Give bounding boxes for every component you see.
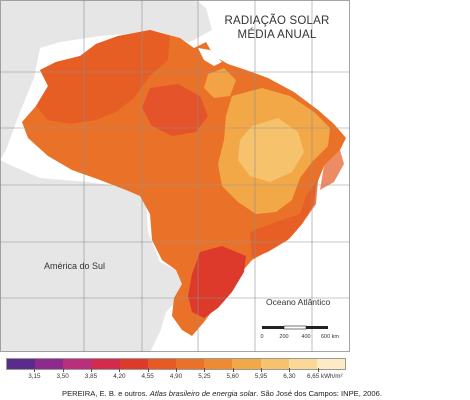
map-title: RADIAÇÃO SOLAR MÉDIA ANUAL: [212, 14, 342, 42]
legend-swatch: [91, 359, 120, 369]
legend-label: 3,85: [84, 373, 98, 380]
map-grid: [0, 0, 350, 352]
map-border: [0, 0, 350, 352]
legend-label: 3,50: [56, 373, 69, 380]
legend-tick: [176, 368, 177, 372]
brazil-southeast-dark: [250, 180, 318, 258]
south-america-land: [0, 0, 212, 352]
scale-label-200: 200: [279, 334, 288, 340]
legend-tick: [232, 368, 234, 372]
map-title-line1: RADIAÇÃO SOLAR: [224, 15, 330, 27]
legend-tick: [204, 368, 206, 372]
legend-label: 6,30: [283, 373, 296, 380]
legend-label: 3,15: [28, 373, 41, 380]
legend-tick: [119, 368, 121, 372]
legend-tick: [289, 368, 291, 372]
legend-tick: [62, 368, 64, 372]
legend-swatch: [232, 359, 261, 369]
legend-swatch: [7, 359, 36, 369]
legend-label: 4,55: [141, 373, 154, 380]
legend-ticks: [6, 368, 346, 373]
brazil-west-dark: [36, 30, 170, 124]
legend-labels: 3,15 3,50 3,85 4,20 4,55 4,90 5,25 5,60 5,95 6,30…: [6, 373, 346, 383]
legend-tick: [91, 368, 92, 372]
citation-work: Atlas brasileiro de energia solar: [149, 389, 257, 398]
legend-swatch: [147, 359, 177, 369]
brazil-east-dark: [320, 150, 344, 190]
citation-publisher: . São José dos Campos: INPE, 2006.: [256, 389, 382, 398]
legend-swatch: [176, 359, 205, 369]
map-title-line2: MÉDIA ANUAL: [237, 29, 317, 41]
scale-label-0: 0: [260, 334, 263, 340]
map-svg: 0 200 400 600 km: [0, 0, 350, 352]
label-south-america: América do Sul: [44, 261, 106, 271]
citation: PEREIRA, E. B. e outros. Atlas brasileir…: [62, 389, 382, 398]
brazil-northeast-lightest: [238, 118, 304, 182]
legend-swatch: [288, 359, 317, 369]
scale-bar: 0 200 400 600 km: [260, 325, 339, 340]
scale-label-400: 400: [301, 334, 310, 340]
legend-swatch: [204, 359, 233, 369]
legend-label: 4,90: [169, 373, 183, 380]
citation-authors: PEREIRA, E. B. e outros.: [62, 389, 150, 398]
scale-label-600: 600 km: [321, 334, 339, 340]
legend-label: 4,20: [113, 373, 126, 380]
brazil-south-red: [188, 246, 246, 318]
legend-tick: [261, 368, 262, 372]
legend-label: 5,25: [198, 373, 211, 380]
legend-tick: [147, 368, 149, 372]
legend-tick: [317, 368, 319, 372]
label-atlantic-ocean: Oceano Atlântico: [266, 297, 331, 307]
brazil-north-light-patch: [204, 68, 236, 98]
legend-tick: [34, 368, 36, 372]
legend-swatch: [260, 359, 289, 369]
legend-swatch: [63, 359, 92, 369]
legend-swatch: [119, 359, 148, 369]
brazil-amazon-patch: [142, 84, 208, 136]
legend-label: 5,60: [226, 373, 239, 380]
legend-swatch: [316, 359, 346, 369]
map-area: 0 200 400 600 km RADIAÇÃO SOLAR MÉDIA AN…: [0, 0, 350, 352]
legend-label: 6,65 kWh/m²: [306, 373, 343, 380]
marajo-water: [198, 48, 222, 66]
legend-label: 5,95: [254, 373, 268, 380]
legend-swatch: [35, 359, 64, 369]
